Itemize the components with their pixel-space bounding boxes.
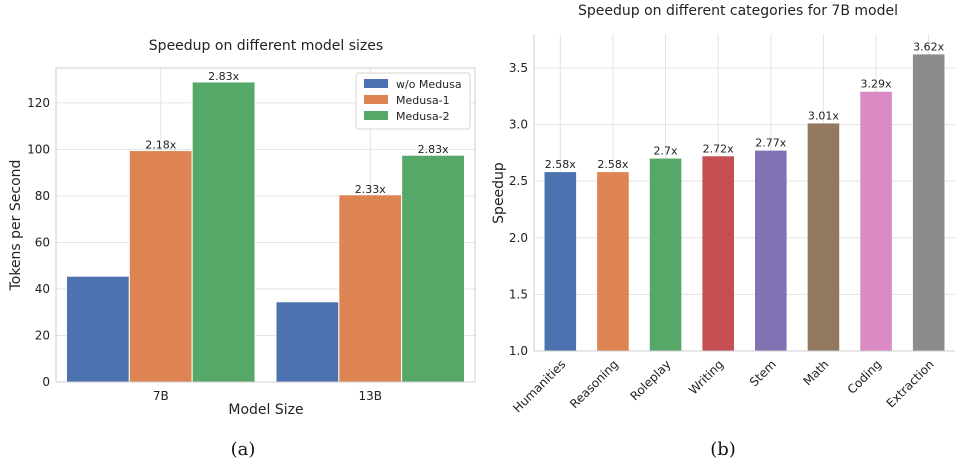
x-tick-label: Coding bbox=[845, 357, 885, 397]
y-tick-label: 2.0 bbox=[509, 231, 528, 245]
x-tick-label: 7B bbox=[153, 389, 169, 403]
y-tick-label: 3.0 bbox=[509, 118, 528, 132]
bar-value-label: 2.72x bbox=[703, 142, 734, 155]
bar bbox=[755, 150, 787, 351]
chart-a-frame bbox=[55, 67, 476, 383]
y-tick-label: 100 bbox=[27, 142, 50, 156]
chart-a-y-ticks: 0 20 40 60 80 100 120 bbox=[27, 96, 50, 389]
legend-label: Medusa-1 bbox=[396, 94, 450, 107]
y-tick-label: 40 bbox=[35, 282, 50, 296]
chart-model-sizes: Speedup on different model sizes 0 20 40 60… bbox=[8, 38, 476, 460]
chart-a-bars bbox=[65, 81, 466, 383]
bar bbox=[275, 301, 340, 383]
x-tick-label: Roleplay bbox=[628, 357, 674, 403]
bar bbox=[128, 150, 193, 383]
bar-value-label: 2.83x bbox=[418, 143, 449, 156]
bar-value-label: 2.77x bbox=[755, 137, 786, 150]
chart-a-ylabel: Tokens per Second bbox=[8, 160, 24, 292]
x-tick-label: Reasoning bbox=[567, 357, 621, 411]
bar bbox=[597, 172, 629, 351]
bar bbox=[65, 275, 130, 383]
legend-swatch bbox=[364, 111, 388, 120]
y-tick-label: 1.5 bbox=[509, 287, 528, 301]
chart-categories: Speedup on different categories for 7B m… bbox=[491, 3, 955, 460]
bar-value-label: 3.01x bbox=[808, 109, 839, 122]
bar bbox=[544, 172, 577, 351]
chart-a-xlabel: Model Size bbox=[228, 402, 303, 418]
bar bbox=[191, 81, 256, 383]
bar bbox=[649, 158, 682, 351]
legend-swatch bbox=[364, 79, 388, 88]
bar bbox=[401, 154, 466, 383]
chart-b-bars bbox=[544, 54, 945, 351]
chart-a-title: Speedup on different model sizes bbox=[149, 38, 383, 54]
bar-value-label: 3.62x bbox=[913, 40, 944, 53]
y-tick-label: 3.5 bbox=[509, 61, 528, 75]
caption-a: (a) bbox=[231, 439, 256, 460]
bar bbox=[860, 91, 892, 351]
x-tick-label: 13B bbox=[358, 389, 382, 403]
chart-b-y-ticks: 1.0 1.5 2.0 2.5 3.0 3.5 bbox=[509, 61, 528, 358]
bar-value-label: 2.18x bbox=[145, 139, 176, 152]
bar-value-label: 2.33x bbox=[355, 183, 386, 196]
bar-value-label: 2.7x bbox=[654, 145, 678, 158]
x-tick-label: Math bbox=[800, 357, 831, 388]
chart-b-ylabel: Speedup bbox=[491, 162, 507, 224]
bar bbox=[912, 54, 945, 351]
bar-value-label: 2.58x bbox=[545, 158, 576, 171]
bar bbox=[702, 156, 734, 351]
chart-a-data-labels: 2.18x 2.83x 2.33x 2.83x bbox=[145, 70, 449, 196]
bar-value-label: 2.83x bbox=[208, 70, 239, 83]
y-tick-label: 120 bbox=[27, 96, 50, 110]
chart-b-data-labels: 2.58x 2.58x 2.7x 2.72x 2.77x 3.01x 3.29x 3.62x bbox=[545, 40, 945, 171]
x-tick-label: Extraction bbox=[884, 357, 937, 410]
y-tick-label: 80 bbox=[35, 189, 50, 203]
legend-label: Medusa-2 bbox=[396, 110, 450, 123]
x-tick-label: Stem bbox=[747, 357, 779, 389]
y-tick-label: 20 bbox=[35, 328, 50, 342]
bar bbox=[807, 123, 840, 351]
y-tick-label: 1.0 bbox=[509, 344, 528, 358]
y-tick-label: 0 bbox=[42, 375, 50, 389]
caption-b: (b) bbox=[710, 439, 736, 460]
chart-b-title: Speedup on different categories for 7B m… bbox=[578, 3, 898, 19]
y-tick-label: 2.5 bbox=[509, 174, 528, 188]
y-tick-label: 60 bbox=[35, 235, 50, 249]
bar-value-label: 3.29x bbox=[861, 78, 892, 91]
bar bbox=[338, 194, 403, 383]
legend-swatch bbox=[364, 95, 388, 104]
chart-a-legend: w/o Medusa Medusa-1 Medusa-2 bbox=[355, 72, 471, 130]
x-tick-label: Writing bbox=[686, 357, 726, 397]
x-tick-label: Humanities bbox=[510, 357, 568, 415]
bar-value-label: 2.58x bbox=[597, 158, 628, 171]
chart-a-x-ticks: 7B 13B bbox=[153, 389, 382, 403]
legend-label: w/o Medusa bbox=[396, 78, 462, 91]
